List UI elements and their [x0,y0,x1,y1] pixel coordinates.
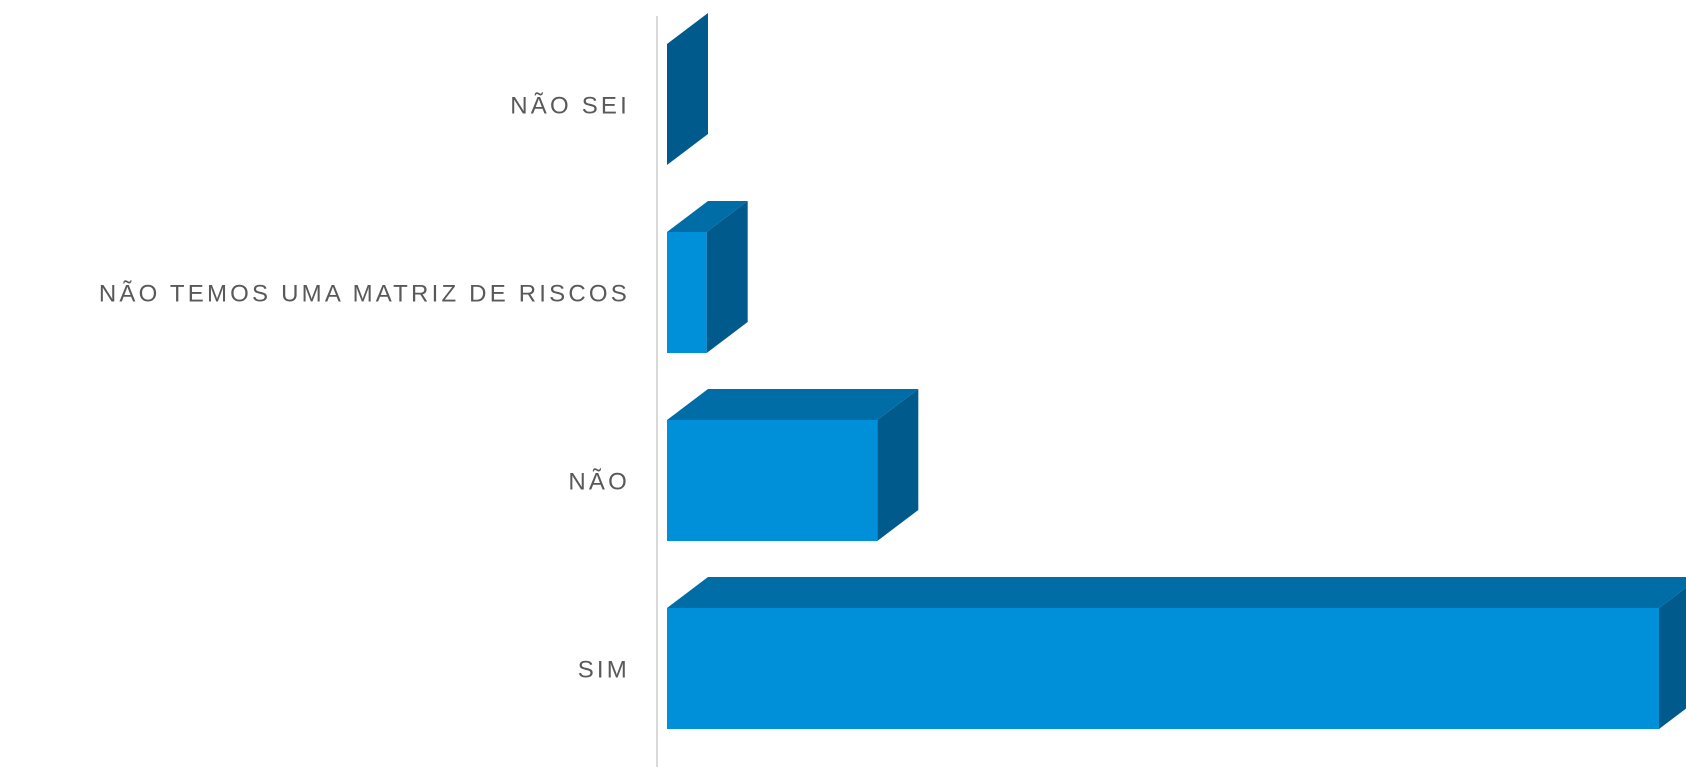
category-label: NÃO TEMOS UMA MATRIZ DE RISCOS [99,281,630,308]
bar-top-face [667,201,748,232]
category-label: SIM [578,657,630,684]
bar-front-face [667,232,707,353]
bar-side-face [667,13,708,165]
bars-group [667,13,1686,729]
bar-front-face [667,608,1659,729]
category-labels-group: NÃO SEI NÃO TEMOS UMA MATRIZ DE RISCOS NÃO… [99,93,630,684]
bar [667,201,748,353]
category-label: NÃO SEI [510,93,630,120]
bar [667,389,919,541]
bar-side-face [1659,587,1686,729]
bar [667,13,708,165]
bar-side-face [877,389,919,541]
bar-top-face [667,577,1686,608]
category-label: NÃO [568,469,630,496]
bar-side-face [706,201,748,353]
bar-front-face [667,420,878,541]
bar-top-face [667,389,919,420]
bar [667,577,1686,729]
